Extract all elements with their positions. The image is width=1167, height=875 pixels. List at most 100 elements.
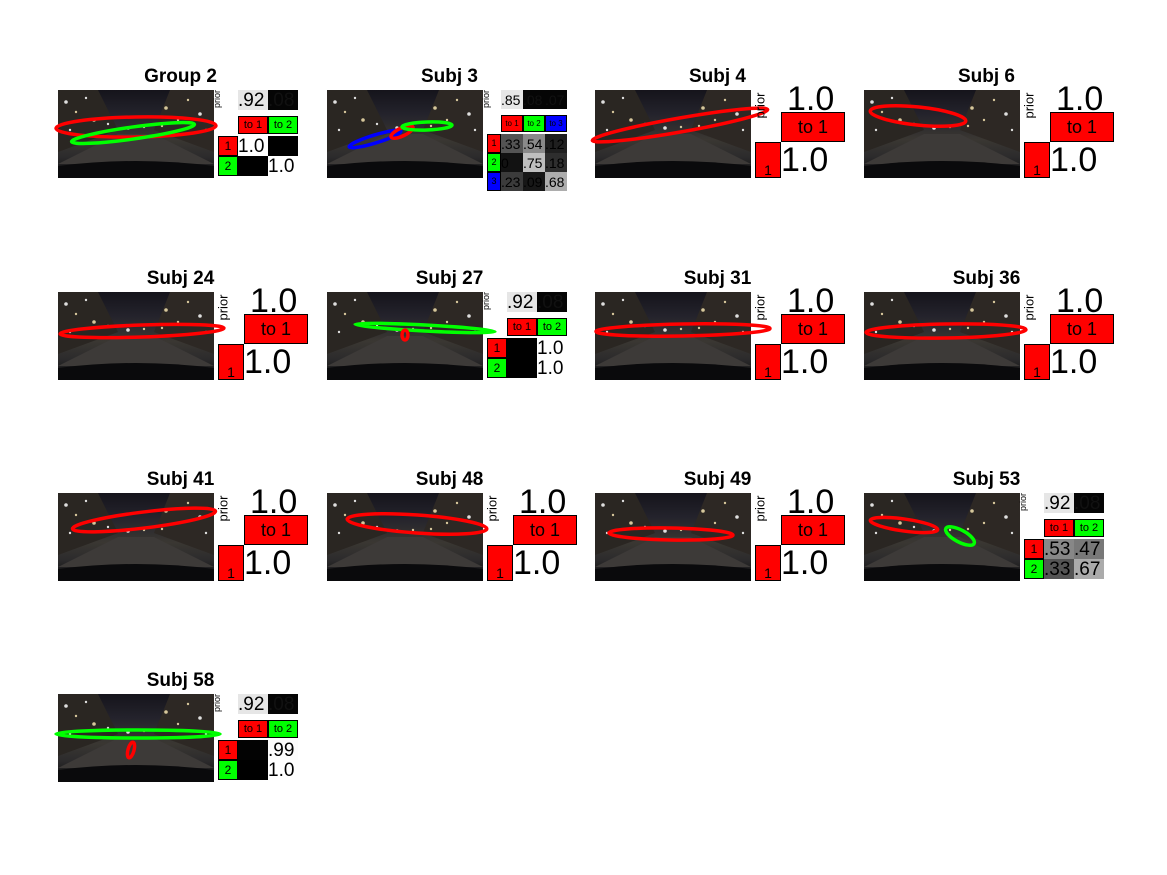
matrix-cell-2-2: 1.0 xyxy=(268,760,298,780)
col-header-to-1: to 1 xyxy=(244,515,308,545)
transition-matrix: prior 1.0 to 1 1 1.0 xyxy=(752,487,845,581)
matrix-cell-3-3: .68 xyxy=(545,172,567,191)
matrix-cell-1-1 xyxy=(507,338,537,358)
matrix-cell-2-2: .75 xyxy=(523,153,545,172)
row-header-2: 2 xyxy=(218,156,238,176)
matrix-cell-1-2: .47 xyxy=(1074,539,1104,559)
matrix-cell-3-1: .23 xyxy=(501,172,523,191)
state-1-ellipse xyxy=(400,328,410,342)
state-3-ellipse xyxy=(347,128,403,150)
state-1-ellipse xyxy=(389,124,415,140)
scene-image xyxy=(595,493,751,581)
prior-value: 1.0 xyxy=(787,286,835,316)
scene-image xyxy=(58,292,226,380)
col-header-2: to 2 xyxy=(268,116,298,134)
matrix-cell-2-1 xyxy=(507,358,537,378)
prior-value: 1.0 xyxy=(787,487,835,517)
panel-title: Subj 27 xyxy=(415,268,484,289)
panel-subj-4: Subj 4 prior 1.0 to 1 1 1.0 xyxy=(590,66,845,178)
prior-label: prior xyxy=(1018,492,1029,512)
transition-matrix: prior .92.08 to 1 to 2 1 1.0 2 1.0 xyxy=(481,292,577,380)
prior-label: prior xyxy=(215,495,231,522)
street-scene-icon xyxy=(58,694,214,782)
state-1-ellipse xyxy=(868,515,940,535)
state-1-ellipse xyxy=(58,322,226,340)
matrix-cell-2-2: 1.0 xyxy=(537,358,567,378)
state-1-ellipse xyxy=(594,322,772,338)
row-header-1: 1 xyxy=(218,545,244,581)
panel-subj-6: Subj 6 prior 1.0 to 1 1 1.0 xyxy=(864,66,1114,178)
prior-cell-3: .07 xyxy=(545,90,567,109)
prior-label: prior xyxy=(484,495,500,522)
row-header-2: 2 xyxy=(1024,559,1044,579)
row-header-1: 1 xyxy=(755,344,781,380)
state-2-ellipse xyxy=(943,525,977,547)
matrix-cell-2-1: .33 xyxy=(1044,559,1074,579)
matrix-cell-1-1: .53 xyxy=(1044,539,1074,559)
col-header-to-1: to 1 xyxy=(781,515,845,545)
state-1-ellipse xyxy=(345,512,489,536)
panel-title: Subj 6 xyxy=(957,66,1015,87)
prior-label: prior xyxy=(752,495,768,522)
row-header-1: 1 xyxy=(487,134,501,153)
matrix-cell-1-3: .12 xyxy=(545,134,567,153)
prior-value: 1.0 xyxy=(787,84,835,114)
col-header-2: to 2 xyxy=(523,115,545,132)
prior-label: prior xyxy=(212,89,223,109)
matrix-cell-1-1 xyxy=(238,740,268,760)
transition-matrix: prior .85.08.07 to 1 to 2 to 3 1.33.54.12 2 0.7… xyxy=(481,90,577,191)
col-header-to-1: to 1 xyxy=(781,314,845,344)
panel-subj-36: Subj 36 prior 1.0 to 1 1 1.0 xyxy=(864,268,1114,380)
prior-cell-1: .92 xyxy=(238,694,268,714)
matrix-cell-1-1: .33 xyxy=(501,134,523,153)
panel-title: Subj 48 xyxy=(415,469,484,490)
matrix-cell-1-2 xyxy=(268,136,298,156)
row-header-1: 1 xyxy=(1024,142,1050,178)
col-header-3: to 3 xyxy=(545,115,567,132)
state-1-ellipse xyxy=(125,740,137,760)
prior-cell-2: .08 xyxy=(268,90,298,110)
state-1-ellipse xyxy=(868,103,968,129)
prior-cell-1: .92 xyxy=(1044,493,1074,513)
matrix-cell-3-2: .09 xyxy=(523,172,545,191)
prior-cell-2: .08 xyxy=(523,90,545,109)
prior-cell-1: .85 xyxy=(501,90,523,109)
prior-label: prior xyxy=(481,89,492,109)
street-scene-icon xyxy=(595,90,751,178)
prior-value: 1.0 xyxy=(519,487,567,517)
transition-matrix: prior .92.08 to 1 to 2 1 1.0 2 1.0 xyxy=(212,90,308,178)
panel-subj-41: Subj 41 prior 1.0 to 1 1 1.0 xyxy=(58,469,308,581)
prior-cell-2: .08 xyxy=(1074,493,1104,513)
scene-image xyxy=(327,90,483,178)
panel-subj-53: Subj 53 prior .92.08 to 1 to 2 1.53.47 2.33.67 xyxy=(864,469,1114,581)
street-scene-icon xyxy=(327,90,483,178)
prior-label: prior xyxy=(752,294,768,321)
scene-image xyxy=(327,493,489,581)
matrix-cell-1-2: .99 xyxy=(268,740,298,760)
panel-title: Group 2 xyxy=(144,66,217,87)
row-header-1: 1 xyxy=(218,136,238,156)
col-header-to-1: to 1 xyxy=(244,314,308,344)
panel-title: Subj 41 xyxy=(146,469,215,490)
state-1-ellipse xyxy=(607,526,735,542)
panel-subj-58: Subj 58 prior .92.08 to 1 to 2 1 .99 2 1.0 xyxy=(54,670,308,782)
matrix-value: 1.0 xyxy=(244,344,292,380)
scene-image xyxy=(864,493,1020,581)
col-header-2: to 2 xyxy=(1074,519,1104,537)
col-header-to-1: to 1 xyxy=(1050,112,1114,142)
panel-subj-27: Subj 27 prior .92.08 to 1 to 2 1 1.0 2 1.0 xyxy=(327,268,577,380)
panel-title: Subj 58 xyxy=(146,670,215,691)
prior-label: prior xyxy=(212,693,223,713)
scene-image xyxy=(864,292,1028,380)
street-scene-icon xyxy=(595,493,751,581)
row-header-1: 1 xyxy=(755,545,781,581)
matrix-cell-2-1 xyxy=(238,156,268,176)
transition-matrix: prior .92.08 to 1 to 2 1.53.47 2.33.67 xyxy=(1018,493,1114,581)
col-header-to-1: to 1 xyxy=(1050,314,1114,344)
matrix-cell-2-1 xyxy=(238,760,268,780)
scene-image xyxy=(327,292,497,380)
prior-value: 1.0 xyxy=(250,286,298,316)
panel-title: Subj 3 xyxy=(420,66,478,87)
transition-matrix: prior 1.0 to 1 1 1.0 xyxy=(752,286,845,380)
matrix-value: 1.0 xyxy=(781,344,829,380)
